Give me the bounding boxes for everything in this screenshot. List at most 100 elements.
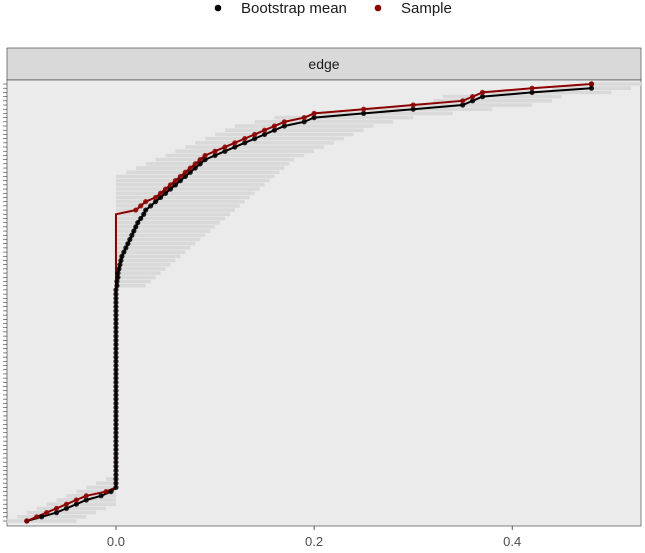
bootstrap-mean-point — [113, 295, 119, 301]
ci-bar — [115, 216, 225, 221]
bootstrap-mean-point — [167, 186, 174, 192]
bootstrap-mean-point — [117, 262, 123, 268]
ci-bar — [155, 157, 295, 162]
sample-point — [301, 115, 307, 121]
ci-bar — [115, 178, 270, 183]
ci-bar — [591, 82, 641, 86]
sample-point — [202, 152, 208, 159]
sample-point — [588, 81, 595, 87]
bootstrap-mean-point — [39, 514, 45, 520]
legend-label-sample: Sample — [401, 0, 452, 17]
ci-bar — [66, 493, 116, 498]
bootstrap-mean-point — [118, 257, 124, 264]
ci-bar — [432, 99, 552, 103]
bootstrap-mean-point — [152, 199, 159, 205]
ci-bar — [115, 212, 230, 217]
ci-bar — [205, 136, 344, 141]
sample-point — [138, 203, 144, 209]
sample-point — [479, 89, 486, 95]
ci-bar — [145, 162, 290, 166]
bootstrap-mean-point — [113, 396, 119, 402]
bootstrap-mean-point — [113, 287, 119, 293]
legend-label-bootstrap-mean: Bootstrap mean — [241, 0, 347, 17]
sample-point — [212, 148, 218, 154]
ci-bar — [413, 103, 533, 107]
bootstrap-mean-point — [113, 371, 119, 377]
bootstrap-mean-point — [113, 392, 119, 398]
sample-point — [83, 493, 89, 499]
bootstrap-mean-point — [460, 102, 466, 108]
legend-key-bootstrap-mean — [214, 4, 222, 12]
bootstrap-mean-point — [113, 413, 119, 419]
bootstrap-mean-point — [113, 316, 119, 322]
sample-point — [133, 207, 139, 213]
sample-point — [162, 186, 169, 192]
bootstrap-mean-point — [469, 98, 476, 104]
y-axis-ticks — [3, 83, 7, 522]
ci-bar — [115, 250, 186, 254]
ci-bar — [115, 258, 176, 263]
bootstrap-mean-point — [123, 245, 129, 251]
ci-bar — [115, 187, 260, 191]
facet-strip: edge — [6, 47, 642, 81]
x-tick-label: 0.0 — [107, 534, 125, 549]
sample-point — [172, 178, 179, 184]
bootstrap-mean-point — [113, 455, 119, 461]
plot-panel — [6, 79, 642, 527]
bootstrap-mean-point — [113, 299, 119, 306]
sample-point — [460, 98, 466, 104]
sample-point — [469, 94, 476, 100]
ci-bar — [254, 120, 394, 124]
bootstrap-mean-point — [113, 358, 119, 364]
sample-point — [252, 131, 258, 138]
ci-bar — [115, 237, 201, 242]
bootstrap-mean-point — [222, 148, 228, 154]
bootstrap-mean-point — [271, 127, 278, 133]
bootstrap-mean-point — [252, 136, 258, 142]
bootstrap-mean-point — [113, 375, 119, 381]
ci-bar — [115, 279, 151, 284]
bootstrap-mean-point — [113, 337, 119, 343]
ci-bar — [16, 515, 87, 519]
bootstrap-mean-point — [143, 207, 149, 213]
bootstrap-mean-point — [98, 493, 104, 499]
bootstrap-mean-point — [113, 341, 119, 348]
bootstrap-mean-point — [113, 388, 119, 394]
sample-point — [157, 190, 164, 196]
bootstrap-mean-point — [113, 362, 119, 369]
bootstrap-mean-point — [113, 304, 119, 310]
bootstrap-mean-point — [113, 354, 119, 360]
bootstrap-mean-point — [157, 194, 164, 201]
sample-point — [73, 497, 79, 503]
bootstrap-mean-point — [281, 123, 287, 129]
bootstrap-mean-point — [53, 509, 60, 516]
bootstrap-mean-point — [119, 253, 125, 259]
bootstrap-mean-point — [113, 400, 119, 406]
bootstrap-mean-point — [138, 215, 144, 222]
bootstrap-mean-point — [588, 85, 595, 91]
bootstrap-mean-point — [113, 467, 119, 474]
ci-bar — [115, 183, 265, 187]
ci-bar — [115, 229, 211, 233]
sample-point — [152, 194, 159, 201]
bootstrap-mean-point — [108, 488, 114, 495]
bootstrap-mean-point — [113, 325, 119, 331]
ci-bar — [135, 166, 285, 170]
series-points — [24, 81, 595, 524]
ci-bar — [115, 241, 196, 246]
bootstrap-mean-point — [232, 144, 238, 150]
ci-bar — [115, 174, 275, 179]
sample-point — [192, 161, 198, 167]
bootstrap-mean-point — [73, 501, 79, 507]
ci-bar — [224, 128, 364, 133]
sample-point — [143, 199, 149, 205]
bootstrap-mean-point — [113, 438, 119, 444]
bootstrap-mean-point — [114, 283, 120, 289]
facet-strip-label: edge — [308, 56, 339, 72]
sample-point — [182, 169, 188, 175]
bootstrap-mean-point — [192, 165, 198, 171]
ci-bar — [106, 477, 116, 481]
ci-bar — [314, 111, 453, 116]
bootstrap-mean-point — [113, 320, 119, 327]
bootstrap-mean-point — [113, 346, 119, 352]
